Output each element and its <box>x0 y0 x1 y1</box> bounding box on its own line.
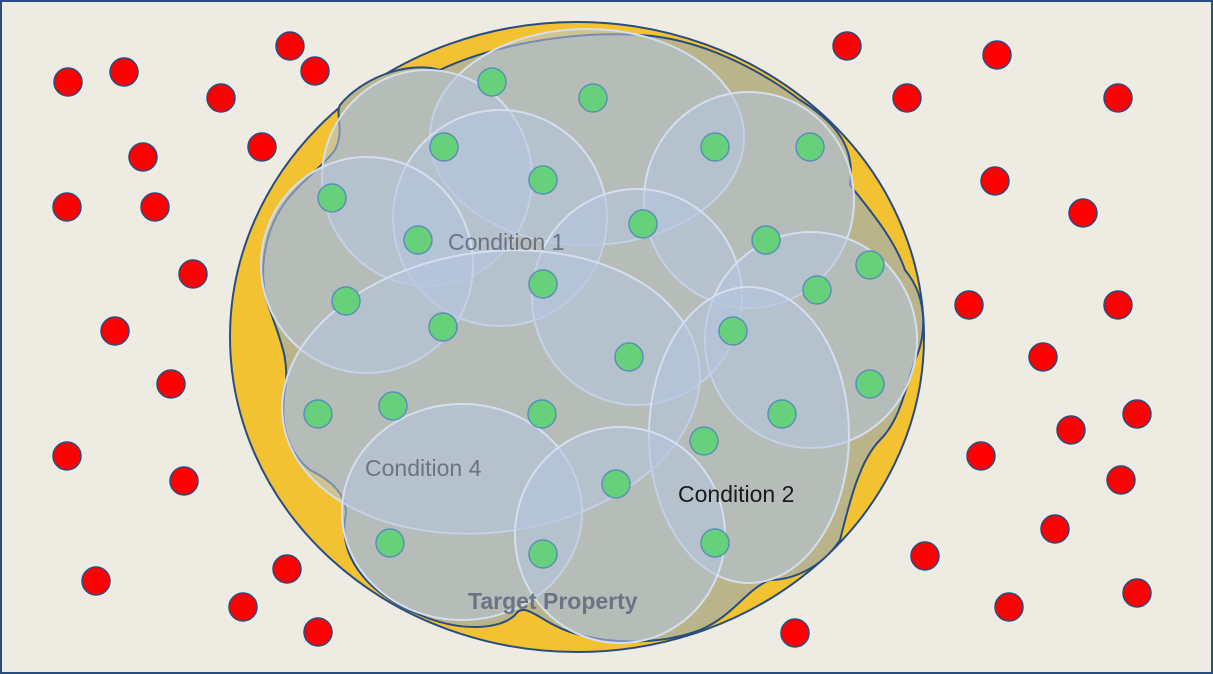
negative-dot <box>1122 399 1152 429</box>
positive-dot <box>614 342 644 372</box>
negative-dots <box>52 31 1152 648</box>
negative-dot <box>178 259 208 289</box>
negative-dot <box>228 592 258 622</box>
positive-dot <box>700 528 730 558</box>
negative-dot <box>1106 465 1136 495</box>
negative-dot <box>275 31 305 61</box>
condition-2-label: Condition 2 <box>678 481 794 507</box>
negative-dot <box>81 566 111 596</box>
condition-4-label: Condition 4 <box>365 455 482 481</box>
positive-dot <box>528 165 558 195</box>
negative-dot <box>954 290 984 320</box>
positive-dots <box>303 67 885 569</box>
positive-dot <box>303 399 333 429</box>
negative-dot <box>52 441 82 471</box>
negative-dot <box>206 83 236 113</box>
negative-dot <box>156 369 186 399</box>
positive-dot <box>578 83 608 113</box>
positive-dot <box>527 399 557 429</box>
negative-dot <box>169 466 199 496</box>
negative-dot <box>300 56 330 86</box>
negative-dot <box>966 441 996 471</box>
negative-dot <box>1122 578 1152 608</box>
positive-dot <box>375 528 405 558</box>
positive-dot <box>428 312 458 342</box>
target-property-label: Target Property <box>468 588 638 614</box>
negative-dot <box>1040 514 1070 544</box>
positive-dot <box>378 391 408 421</box>
negative-dot <box>272 554 302 584</box>
negative-dot <box>994 592 1024 622</box>
negative-dot <box>1068 198 1098 228</box>
condition-1-label: Condition 1 <box>448 229 564 255</box>
negative-dot <box>100 316 130 346</box>
positive-dot <box>751 225 781 255</box>
positive-dot <box>429 132 459 162</box>
negative-dot <box>982 40 1012 70</box>
positive-dot <box>528 539 558 569</box>
positive-dot <box>718 316 748 346</box>
negative-dot <box>1056 415 1086 445</box>
positive-dot <box>767 399 797 429</box>
negative-dot <box>247 132 277 162</box>
negative-dot <box>53 67 83 97</box>
negative-dot <box>780 618 810 648</box>
negative-dot <box>832 31 862 61</box>
negative-dot <box>52 192 82 222</box>
positive-dot <box>700 132 730 162</box>
negative-dot <box>128 142 158 172</box>
positive-dot <box>628 209 658 239</box>
positive-dot <box>331 286 361 316</box>
positive-dot <box>601 469 631 499</box>
positive-dot <box>855 250 885 280</box>
positive-dot <box>795 132 825 162</box>
positive-dot <box>317 183 347 213</box>
negative-dot <box>303 617 333 647</box>
negative-dot <box>109 57 139 87</box>
positive-dot <box>403 225 433 255</box>
negative-dot <box>892 83 922 113</box>
positive-dot <box>802 275 832 305</box>
positive-dot <box>477 67 507 97</box>
positive-dot <box>855 369 885 399</box>
condition-ellipses <box>260 28 918 644</box>
negative-dot <box>140 192 170 222</box>
negative-dot <box>910 541 940 571</box>
negative-dot <box>1103 290 1133 320</box>
negative-dot <box>980 166 1010 196</box>
negative-dot <box>1103 83 1133 113</box>
positive-dot <box>528 269 558 299</box>
positive-dot <box>689 426 719 456</box>
negative-dot <box>1028 342 1058 372</box>
